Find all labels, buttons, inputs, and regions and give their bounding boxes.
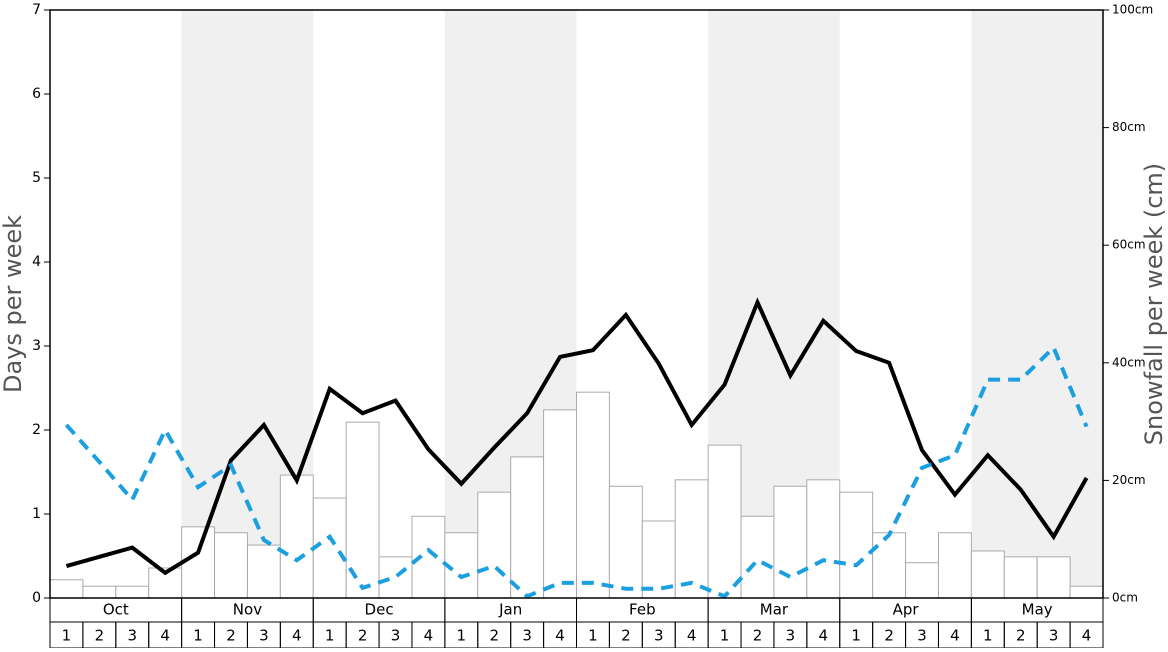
bar xyxy=(872,532,907,599)
bar xyxy=(641,520,676,599)
x-tick-label: 2 xyxy=(753,627,763,645)
x-tick-label: 3 xyxy=(522,627,532,645)
bar xyxy=(773,485,808,599)
x-tick-label: 4 xyxy=(424,627,434,645)
dashed-line xyxy=(64,344,1089,599)
y-tick-label: 3 xyxy=(32,338,41,354)
y2-tick-label: 80cm xyxy=(1112,120,1146,134)
x-tick-label: 1 xyxy=(62,627,72,645)
x-tick-label: 3 xyxy=(259,627,269,645)
bar xyxy=(1003,556,1038,599)
month-label: Dec xyxy=(365,601,394,619)
x-tick-label: 1 xyxy=(457,627,467,645)
y-tick-label: 0 xyxy=(32,590,41,606)
bar xyxy=(378,556,413,599)
month-label: Mar xyxy=(760,601,789,619)
month-label: Jan xyxy=(498,601,522,619)
y-tick-label: 6 xyxy=(32,86,41,102)
y-tick-label: 1 xyxy=(32,506,41,522)
x-tick-label: 2 xyxy=(226,627,236,645)
bar xyxy=(905,562,939,599)
x-tick-label: 3 xyxy=(391,627,401,645)
y-tick-label: 5 xyxy=(32,170,41,186)
y-tick-label: 2 xyxy=(32,422,41,438)
x-tick-label: 1 xyxy=(851,627,861,645)
month-label: Oct xyxy=(103,601,129,619)
bar xyxy=(970,550,1005,599)
bar xyxy=(576,391,610,599)
x-tick-label: 4 xyxy=(819,627,829,645)
plot-frame xyxy=(49,9,1104,599)
bar xyxy=(312,497,347,599)
x-tick-label: 1 xyxy=(720,627,730,645)
x-tick-label: 1 xyxy=(588,627,598,645)
y-tick-label: 4 xyxy=(32,254,41,270)
x-tick-label: 1 xyxy=(983,627,993,645)
bar xyxy=(82,585,117,599)
y2-axis-title: Snowfall per week (cm) xyxy=(1140,163,1168,445)
month-band xyxy=(971,10,1103,598)
x-tick-label: 2 xyxy=(621,627,631,645)
x-tick-label: 1 xyxy=(193,627,203,645)
x-tick-label: 2 xyxy=(95,627,105,645)
bar xyxy=(937,532,972,599)
y2-tick-label: 0cm xyxy=(1112,591,1138,605)
bar xyxy=(806,479,841,599)
bar xyxy=(246,544,281,599)
bar xyxy=(477,491,512,599)
bar xyxy=(839,491,874,599)
x-tick-label: 3 xyxy=(654,627,664,645)
x-tick-label: 3 xyxy=(127,627,137,645)
line xyxy=(65,297,1089,576)
y2-tick-label: 60cm xyxy=(1112,238,1146,252)
x-tick-label: 4 xyxy=(160,627,170,645)
month-label: Feb xyxy=(629,601,656,619)
bar xyxy=(543,409,577,599)
bar xyxy=(214,532,248,599)
bar xyxy=(674,479,709,599)
month-label: May xyxy=(1022,601,1053,619)
bar xyxy=(115,585,150,599)
x-tick-label: 4 xyxy=(1082,627,1092,645)
x-tick-label: 2 xyxy=(884,627,894,645)
y2-tick-label: 40cm xyxy=(1112,355,1146,369)
y-tick-label: 7 xyxy=(32,2,41,18)
month-label: Nov xyxy=(233,601,262,619)
bar xyxy=(608,485,643,599)
x-tick-label: 3 xyxy=(1049,627,1059,645)
y2-tick-label: 20cm xyxy=(1112,473,1146,487)
x-tick-label: 4 xyxy=(950,627,960,645)
y2-tick-label: 100cm xyxy=(1112,3,1153,17)
bar xyxy=(181,526,216,599)
x-tick-label: 3 xyxy=(917,627,927,645)
x-tick-label: 4 xyxy=(292,627,302,645)
bar xyxy=(707,444,742,599)
bar xyxy=(510,456,545,599)
x-tick-label: 2 xyxy=(1016,627,1026,645)
bar xyxy=(740,515,775,599)
bar xyxy=(279,474,314,599)
month-label: Apr xyxy=(893,601,920,619)
bar xyxy=(1036,556,1071,599)
x-tick-label: 4 xyxy=(555,627,565,645)
x-tick-label: 4 xyxy=(687,627,697,645)
bar xyxy=(49,579,84,599)
bar xyxy=(1069,585,1104,599)
x-tick-label: 3 xyxy=(786,627,796,645)
bar xyxy=(411,515,446,599)
x-tick-label: 2 xyxy=(358,627,368,645)
x-tick-label: 1 xyxy=(325,627,335,645)
x-tick-label: 2 xyxy=(489,627,499,645)
y-axis-title: Days per week xyxy=(0,215,27,393)
